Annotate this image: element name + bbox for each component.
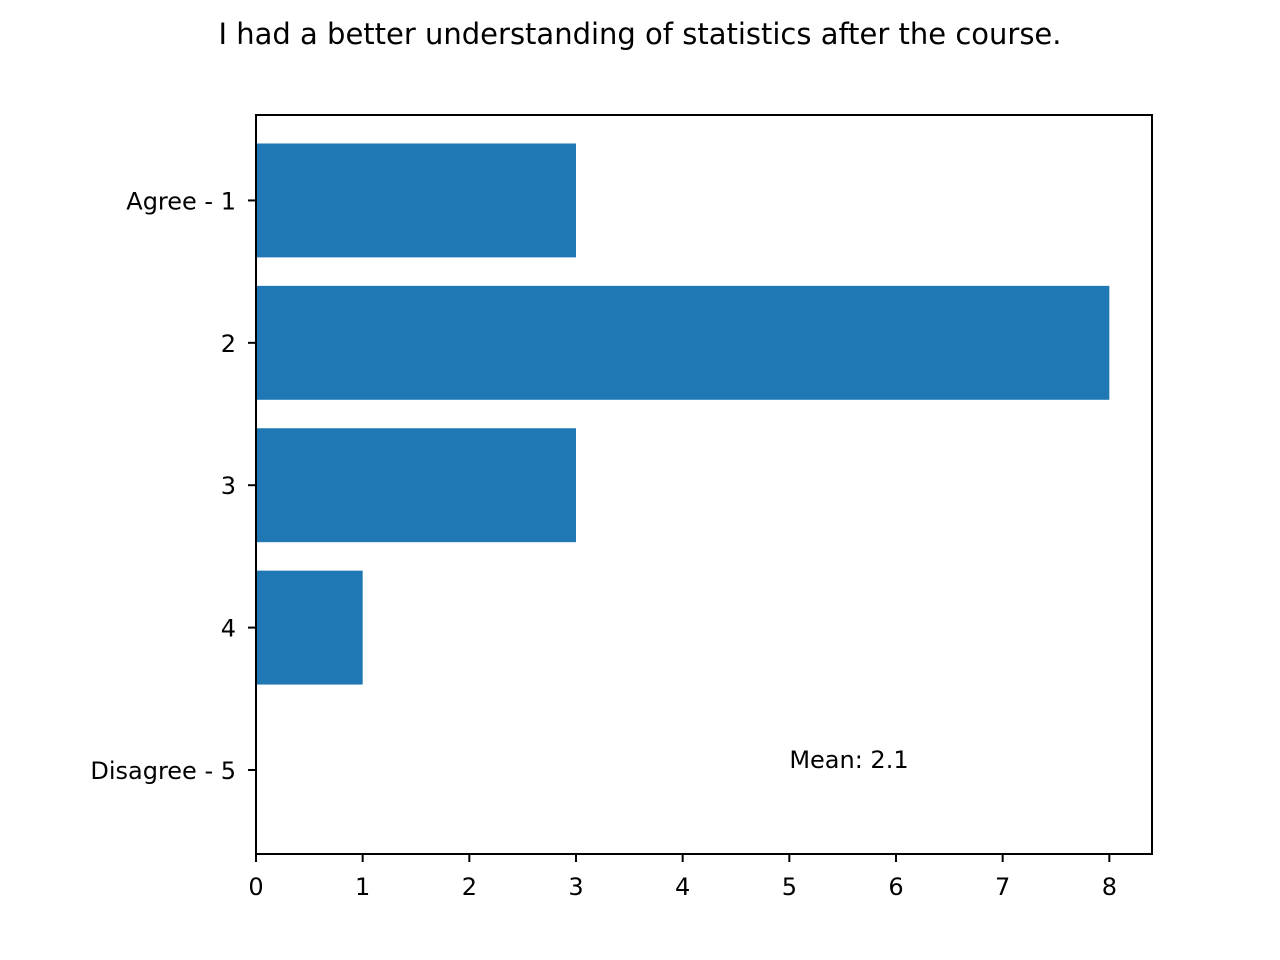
plot-area-frame [255, 114, 1153, 855]
y-tick-label-1: Agree - 1 [126, 187, 236, 215]
x-tick-label-7: 7 [995, 873, 1010, 901]
x-tick-label-6: 6 [888, 873, 903, 901]
bar-3 [256, 428, 576, 543]
chart-title: I had a better understanding of statisti… [219, 17, 1062, 51]
x-tick-label-3: 3 [568, 873, 583, 901]
x-tick-label-8: 8 [1102, 873, 1117, 901]
bar-2 [256, 285, 1110, 400]
y-tick-label-2: 2 [221, 330, 236, 358]
y-tick-label-3: 3 [221, 472, 236, 500]
bar-4 [256, 570, 363, 685]
y-tick-label-4: 4 [221, 615, 236, 643]
x-tick-label-2: 2 [462, 873, 477, 901]
bar-1 [256, 143, 576, 258]
mean-annotation: Mean: 2.1 [789, 746, 908, 774]
x-tick-label-1: 1 [355, 873, 370, 901]
x-tick-label-0: 0 [248, 873, 263, 901]
x-tick-label-4: 4 [675, 873, 690, 901]
bars-group [256, 143, 1110, 685]
y-tick-label-5: Disagree - 5 [90, 757, 236, 785]
ticks-group: Agree - 1 2 3 4 Disagree - 5 0 1 2 3 4 5 6 7 8 [90, 187, 1117, 901]
x-tick-label-5: 5 [782, 873, 797, 901]
